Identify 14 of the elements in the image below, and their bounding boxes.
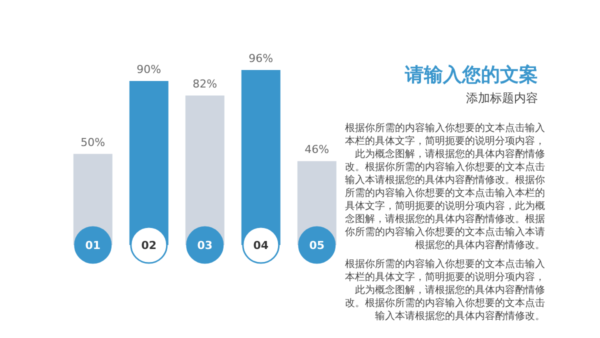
data-label: 90% (136, 62, 162, 76)
data-label: 82% (192, 78, 218, 91)
text: 根据你所需的内容输入你想要的文本点击输入本栏的具体文字，简明扼要的说明分项内容，此为概念图解，请根据您的具体内容酌情修改。根据你所需的内容输入你想要的文本点击输入本请根据您的具体内容酌情修改。 (345, 258, 545, 323)
text: 根据你所需的内容输入你想要的文本点击输入本栏的具体文字，简明扼要的说明分项内容，此为概念图解，请根据您的具体内容酌情修改。根据你所需的内容输入你想要的文本点击输入本请根据您的具体内容酌情修改。根据你所需的内容输入你想要的文本点击输入本栏的具体文字，简明扼要的说明分项内容，此为概念图解，请根据您的具体内容酌情修改。根据你所需的内容输入你想要的文本点击输入本请根据您的具体内容酌情修改。 (345, 123, 545, 251)
x-tick-label: 02 (141, 239, 157, 252)
x-tick-label: 03 (197, 239, 213, 252)
text: 请输入您的文案 (405, 63, 538, 88)
x-tick-label: 05 (309, 239, 325, 252)
text: 添加标题内容 (466, 90, 538, 107)
data-label: 50% (80, 136, 106, 149)
data-label: 96% (248, 52, 274, 65)
data-label: 46% (304, 143, 330, 156)
x-tick-label: 01 (85, 239, 101, 252)
x-tick-label: 04 (253, 239, 269, 252)
